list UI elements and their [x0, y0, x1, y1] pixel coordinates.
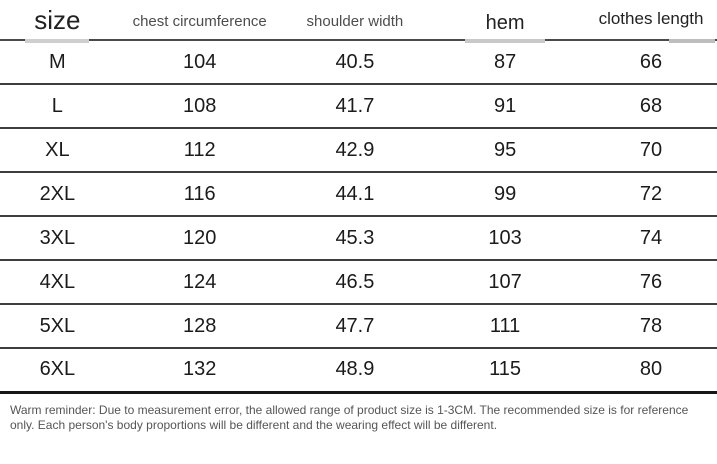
shoulder-value: 45.3: [335, 226, 375, 249]
chest-value: 132: [182, 358, 217, 381]
warm-reminder-note: Warm reminder: Due to measurement error,…: [10, 403, 689, 432]
hem-value: 107: [488, 270, 522, 293]
chest-value: 128: [182, 314, 217, 337]
column-header-size: size: [0, 0, 115, 40]
table-row-4xl: 4XL 124 46.5 107 76: [0, 260, 717, 304]
column-header-hem: hem: [425, 0, 585, 40]
header-row: size chest circumference shoulder width …: [0, 0, 717, 43]
chest-value: 120: [182, 226, 217, 249]
table-row-l: L 108 41.7 91 68: [0, 84, 717, 128]
column-header-clothes-length: clothes length: [585, 0, 717, 43]
chest-value: 112: [183, 138, 216, 161]
length-value: 72: [639, 182, 663, 205]
size-label: M: [49, 50, 66, 73]
shoulder-value: 48.9: [335, 358, 375, 381]
length-value: 80: [639, 358, 663, 381]
chest-value: 108: [182, 94, 217, 117]
length-value: 70: [639, 138, 663, 161]
size-label: 4XL: [39, 270, 76, 293]
size-label: 3XL: [39, 226, 76, 249]
table-row-6xl: 6XL 132 48.9 115 80: [0, 348, 717, 392]
hem-value: 91: [493, 94, 517, 117]
table-row-xl: XL 112 42.9 95 70: [0, 128, 717, 172]
length-value: 68: [639, 94, 663, 117]
hem-value: 115: [489, 358, 522, 381]
shoulder-value: 42.9: [335, 138, 375, 161]
shoulder-value: 41.7: [335, 94, 375, 117]
hem-value: 95: [493, 138, 517, 161]
hem-value: 103: [488, 226, 522, 249]
size-label: 6XL: [39, 358, 76, 381]
shoulder-value: 40.5: [335, 50, 375, 73]
length-value: 66: [639, 50, 663, 73]
table-row-2xl: 2XL 116 44.1 99 72: [0, 172, 717, 216]
table-row-3xl: 3XL 120 45.3 103 74: [0, 216, 717, 260]
shoulder-value: 46.5: [335, 270, 375, 293]
length-value: 74: [639, 226, 663, 249]
table-row-m: M 104 40.5 87 66: [0, 40, 717, 84]
shoulder-value: 47.7: [335, 314, 375, 337]
size-label: L: [51, 94, 63, 117]
column-header-shoulder-width: shoulder width: [306, 13, 404, 30]
size-label: 5XL: [39, 314, 76, 337]
size-table: size chest circumference shoulder width …: [0, 0, 717, 394]
size-label: 2XL: [39, 182, 76, 205]
column-header-chest-circumference: chest circumference: [132, 13, 267, 30]
length-value: 78: [639, 314, 663, 337]
length-value: 76: [639, 270, 663, 293]
hem-value: 87: [493, 50, 517, 73]
chest-value: 116: [183, 182, 216, 205]
chest-value: 104: [182, 50, 217, 73]
hem-value: 99: [493, 182, 517, 205]
chest-value: 124: [182, 270, 217, 293]
size-label: XL: [45, 138, 70, 161]
table-row-5xl: 5XL 128 47.7 111 78: [0, 304, 717, 348]
hem-value: 111: [489, 314, 521, 337]
shoulder-value: 44.1: [335, 182, 375, 205]
